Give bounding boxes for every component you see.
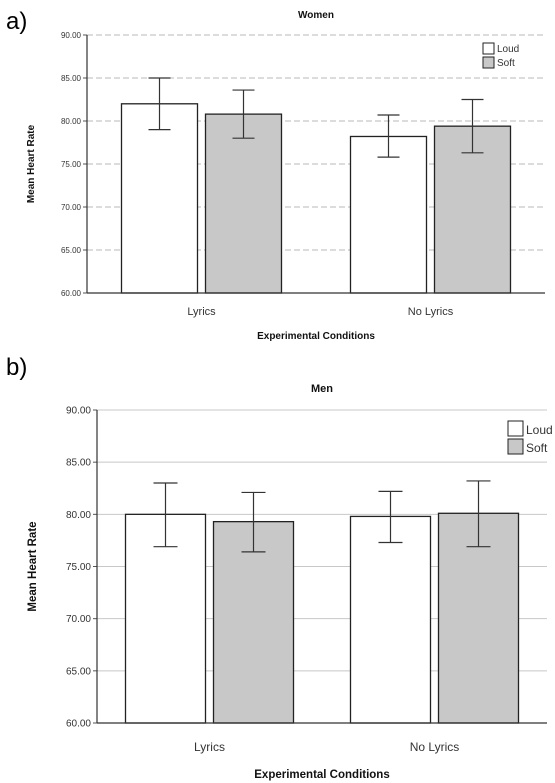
y-tick-label: 70.00: [66, 614, 91, 625]
y-tick-label: 65.00: [61, 246, 82, 255]
bar: [349, 515, 432, 724]
panel-label-b: b): [6, 354, 28, 381]
legend-swatch: [482, 56, 495, 69]
y-tick-label: 65.00: [66, 666, 91, 677]
bar: [433, 125, 512, 294]
y-tick-label: 75.00: [61, 160, 82, 169]
legend-label: Loud: [497, 44, 519, 55]
chart-title: Men: [311, 383, 333, 395]
x-axis-title: Experimental Conditions: [257, 331, 375, 342]
category-label: Lyrics: [187, 306, 216, 318]
y-tick-label: 60.00: [66, 719, 91, 730]
bar: [349, 135, 428, 294]
category-label: Lyrics: [194, 740, 225, 754]
legend-swatch: [482, 42, 495, 55]
chart-men: 60.00 65.00 70.00 75.00 80.00 85.00 90.00 Lyric…: [27, 383, 553, 781]
y-axis-title: Mean Heart Rate: [26, 124, 37, 203]
y-tick-label: 90.00: [66, 406, 91, 417]
bar: [120, 103, 199, 294]
y-axis-title: Mean Heart Rate: [27, 521, 39, 611]
panel-label-a: a): [6, 8, 28, 35]
y-tick-label: 85.00: [61, 74, 82, 83]
chart-women: 60.00 65.00 70.00 75.00 80.00 85.00 90.00 Lyric…: [26, 10, 545, 342]
bar: [212, 520, 295, 724]
legend-swatch: [507, 438, 524, 455]
x-axis-title: Experimental Conditions: [254, 769, 389, 781]
category-label: No Lyrics: [410, 740, 460, 754]
bar: [437, 512, 520, 724]
legend-label: Loud: [526, 423, 553, 437]
y-tick-label: 90.00: [61, 31, 82, 40]
chart-title: Women: [298, 10, 334, 21]
y-tick-label: 75.00: [66, 562, 91, 573]
y-tick-label: 85.00: [66, 458, 91, 469]
legend-swatch: [507, 420, 524, 437]
category-label: No Lyrics: [408, 306, 454, 318]
legend-label: Soft: [526, 441, 548, 455]
bar: [124, 513, 207, 724]
y-tick-label: 60.00: [61, 289, 82, 298]
bar: [204, 113, 283, 294]
y-tick-label: 70.00: [61, 203, 82, 212]
y-tick-label: 80.00: [66, 510, 91, 521]
legend-label: Soft: [497, 58, 515, 69]
y-tick-label: 80.00: [61, 117, 82, 126]
